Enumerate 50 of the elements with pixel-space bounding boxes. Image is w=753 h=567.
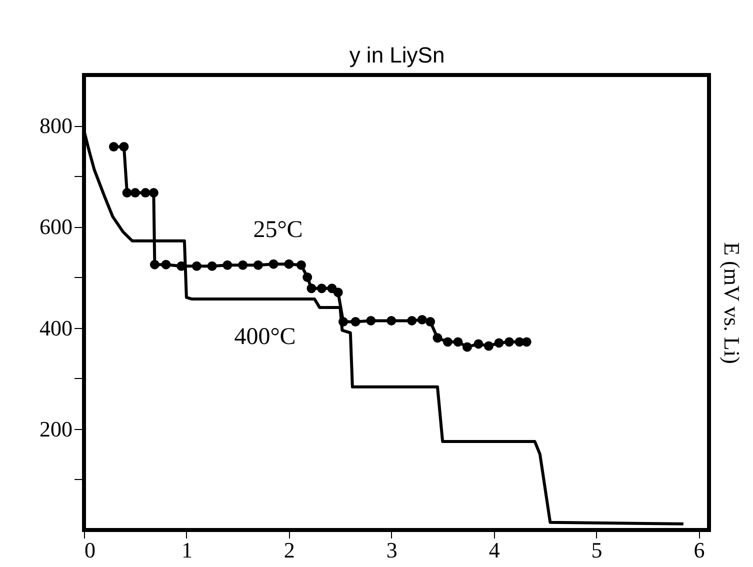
x-tick-label: 1 xyxy=(181,538,192,562)
point xyxy=(462,342,472,352)
point xyxy=(192,261,202,271)
annotation: 400°C xyxy=(234,324,296,350)
point xyxy=(238,260,248,270)
point xyxy=(474,339,484,349)
point xyxy=(432,333,442,343)
point xyxy=(148,188,158,198)
point xyxy=(119,142,129,152)
point xyxy=(140,188,150,198)
point xyxy=(366,316,376,326)
point xyxy=(150,260,160,270)
point xyxy=(316,284,326,294)
point xyxy=(484,341,494,351)
point xyxy=(306,284,316,294)
point xyxy=(522,337,532,347)
x-tick-label: 5 xyxy=(591,538,602,562)
x-axis-title: y in LiySn xyxy=(349,42,445,68)
point xyxy=(122,188,132,198)
point xyxy=(130,188,140,198)
x-tick-label: 0 xyxy=(84,538,96,562)
point xyxy=(296,260,306,270)
y-tick-label: 600 xyxy=(40,214,72,240)
point xyxy=(386,316,396,326)
y-tick-label: 400 xyxy=(40,315,72,340)
y-tick-label: 200 xyxy=(40,416,72,442)
point xyxy=(268,259,278,269)
point xyxy=(407,316,417,326)
x-tick-label: 6 xyxy=(694,538,705,562)
y-axis-title: E (mV vs. Li) xyxy=(720,242,744,364)
point xyxy=(442,337,452,347)
point xyxy=(504,337,514,347)
point xyxy=(494,338,504,348)
x-tick-label: 2 xyxy=(284,538,295,562)
point xyxy=(161,260,171,270)
point xyxy=(350,316,360,326)
point xyxy=(426,316,436,326)
point xyxy=(222,260,232,270)
point xyxy=(453,337,463,347)
x-tick-label: 3 xyxy=(386,538,398,562)
y-tick-label: 800 xyxy=(40,113,72,138)
point xyxy=(108,142,118,152)
x-tick-label: 4 xyxy=(488,538,500,562)
point xyxy=(253,260,263,270)
point xyxy=(417,314,427,324)
point xyxy=(333,288,343,298)
annotation: 25°C xyxy=(253,217,303,243)
point xyxy=(284,259,294,269)
point xyxy=(302,272,312,282)
point xyxy=(207,261,217,271)
